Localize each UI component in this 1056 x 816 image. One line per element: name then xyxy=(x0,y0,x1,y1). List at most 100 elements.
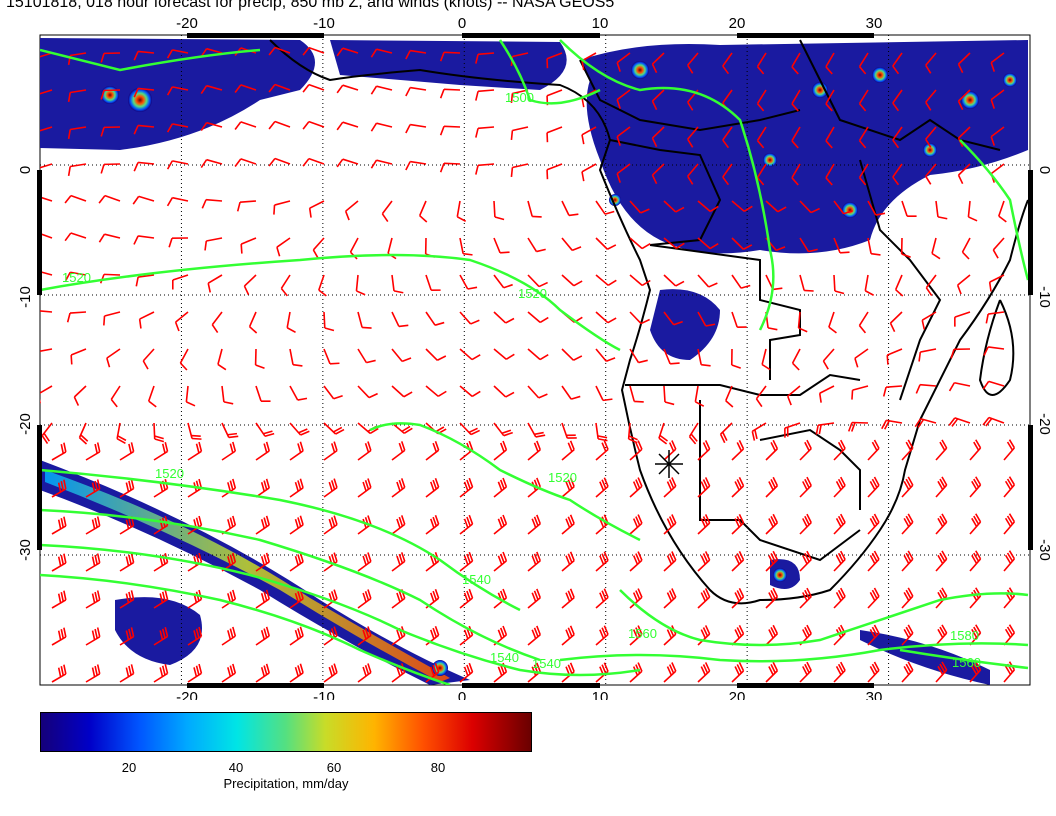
wind-barb xyxy=(133,87,155,98)
wind-barb xyxy=(663,662,677,683)
precip-area xyxy=(580,40,1028,254)
wind-barb xyxy=(858,126,869,149)
wind-barb xyxy=(990,52,1005,72)
country-border xyxy=(859,159,942,401)
wind-barb xyxy=(901,200,917,217)
wind-barb xyxy=(459,274,478,290)
contour-label: 1520 xyxy=(155,466,184,481)
wind-barb xyxy=(405,86,427,97)
colorbar-tick-label: 80 xyxy=(430,760,446,775)
wind-barb xyxy=(961,237,971,260)
wind-barb xyxy=(915,383,937,394)
contour-line xyxy=(619,589,1029,647)
wind-barb xyxy=(391,552,406,572)
contour-line xyxy=(959,139,1030,281)
wind-barb xyxy=(818,385,835,403)
wind-barb xyxy=(697,662,711,683)
wind-barb xyxy=(100,52,121,63)
wind-barb xyxy=(200,121,223,131)
wind-barb xyxy=(221,385,234,405)
wind-barb xyxy=(731,311,747,328)
wind-barb xyxy=(211,311,223,334)
wind-barb xyxy=(323,515,338,535)
wind-barb xyxy=(546,163,563,180)
wind-barb xyxy=(561,274,583,287)
wind-barb xyxy=(318,274,327,297)
wind-barb xyxy=(40,52,53,59)
wind-barb xyxy=(629,200,650,214)
wind-barb xyxy=(116,422,127,445)
wind-barb xyxy=(289,422,310,436)
wind-barb xyxy=(493,311,515,324)
precip-max xyxy=(763,153,777,167)
wind-barb xyxy=(51,516,67,535)
wind-barb xyxy=(221,441,237,461)
wind-barb xyxy=(255,422,275,437)
wind-barb xyxy=(439,162,461,173)
wind-barb xyxy=(935,624,948,646)
colorbar-tick-label: 20 xyxy=(121,760,137,775)
wind-barb xyxy=(925,274,937,297)
wind-barb xyxy=(765,550,779,572)
wind-barb xyxy=(799,661,812,683)
wind-barb xyxy=(475,52,495,64)
wind-barb xyxy=(179,348,189,371)
wind-barb xyxy=(51,627,67,646)
wind-barb xyxy=(51,479,67,498)
wind-barb xyxy=(658,422,669,445)
wind-barb xyxy=(688,422,699,445)
wind-barb xyxy=(833,439,846,461)
wind-barb xyxy=(527,348,549,361)
wind-barb xyxy=(425,440,440,461)
wind-barb xyxy=(561,551,575,572)
wind-barb xyxy=(663,385,675,406)
wind-barb xyxy=(221,422,239,439)
wind-barb xyxy=(1003,439,1016,461)
wind-barb xyxy=(459,311,480,325)
wind-barb xyxy=(957,126,971,148)
wind-barb xyxy=(133,235,155,245)
lat-labels-left: 0 -10 -20 -30 xyxy=(17,166,34,561)
wind-barb xyxy=(289,441,304,461)
wind-barb xyxy=(561,422,577,439)
lat-tick-label: 0 xyxy=(1036,166,1053,174)
wind-barb xyxy=(391,515,406,535)
wind-barb xyxy=(629,274,651,287)
wind-barb xyxy=(85,516,101,535)
wind-barb xyxy=(957,163,971,185)
wind-barb xyxy=(439,88,461,99)
wind-barb xyxy=(357,385,378,399)
lon-tick-label: 0 xyxy=(458,15,466,32)
wind-barb xyxy=(651,89,665,111)
wind-barb xyxy=(731,200,753,212)
wind-barb xyxy=(882,385,903,397)
wind-barb xyxy=(268,46,291,56)
wind-barb xyxy=(663,274,685,287)
wind-barb xyxy=(66,311,87,323)
wind-barb xyxy=(85,590,101,609)
wind-barb xyxy=(663,311,683,326)
wind-barb xyxy=(731,439,745,461)
wind-barb xyxy=(990,126,1005,146)
wind-barb xyxy=(925,52,937,74)
wind-barb xyxy=(595,237,617,250)
contour-line xyxy=(559,642,1029,663)
wind-barb xyxy=(948,381,971,392)
wind-barb xyxy=(697,477,711,498)
weather-map: 1520 1520 1520 1520 1540 1540 1540 1560 … xyxy=(17,15,1053,700)
wind-barb xyxy=(751,422,767,441)
wind-barb xyxy=(595,551,609,572)
wind-barb xyxy=(273,200,291,215)
wind-barb xyxy=(967,200,978,222)
wind-barb xyxy=(931,237,941,260)
wind-barb xyxy=(833,587,846,609)
wind-barb xyxy=(276,237,291,257)
wind-barb xyxy=(765,661,779,683)
country-border xyxy=(625,373,861,396)
wind-barb xyxy=(459,237,473,256)
wind-barb xyxy=(901,476,914,498)
wind-barb xyxy=(459,588,474,609)
wind-barb xyxy=(825,89,835,112)
wind-barb xyxy=(381,200,393,223)
wind-barb xyxy=(731,476,745,498)
